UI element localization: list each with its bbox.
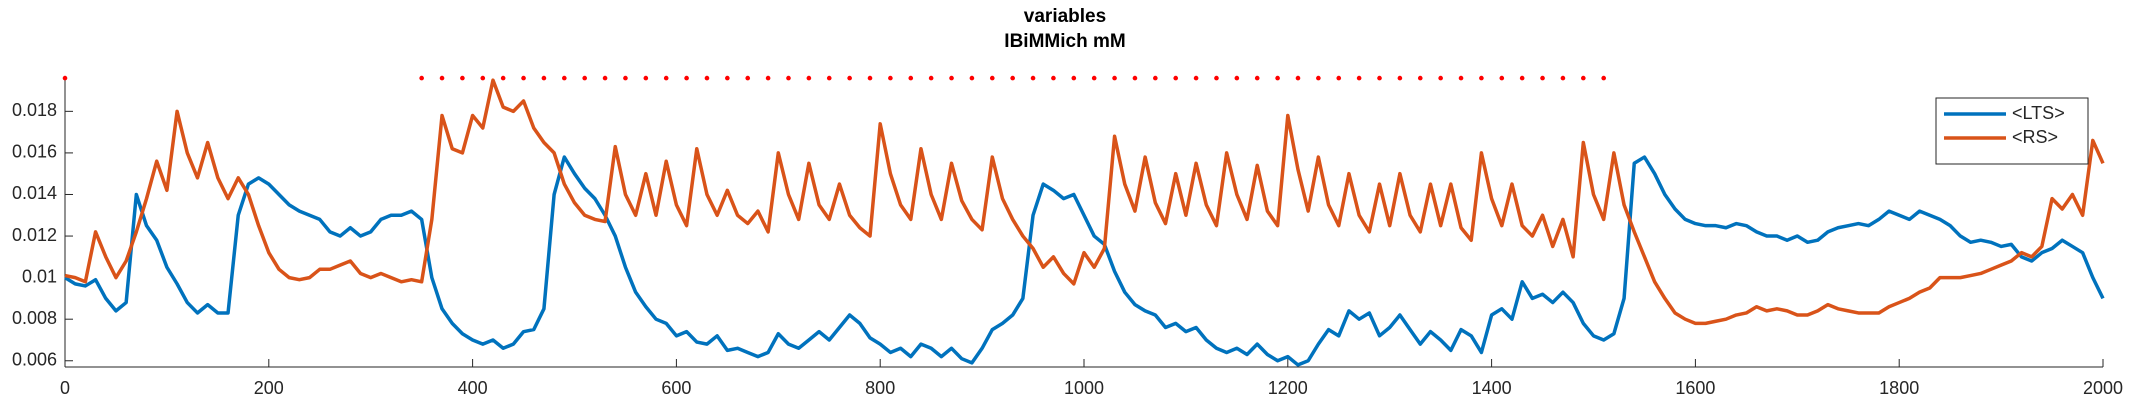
marker-dot: [1173, 75, 1179, 81]
y-tick-label: 0.016: [12, 142, 57, 162]
marker-dot: [1071, 75, 1077, 81]
marker-dot: [745, 75, 751, 81]
x-tick-label: 200: [254, 378, 284, 398]
x-tick-label: 1600: [1675, 378, 1715, 398]
y-tick-label: 0.01: [22, 266, 57, 286]
marker-dot: [1010, 75, 1015, 81]
marker-dot: [847, 75, 852, 81]
marker-dot: [949, 75, 954, 81]
marker-dot: [1275, 75, 1280, 81]
x-tick-label: 600: [661, 378, 691, 398]
marker-dot: [1112, 75, 1117, 81]
x-tick-label: 1200: [1268, 378, 1308, 398]
marker-dot: [1540, 75, 1545, 81]
marker-dot: [562, 75, 567, 81]
marker-dot: [725, 75, 730, 81]
marker-dot: [500, 75, 506, 81]
legend-label: <LTS>: [2012, 103, 2065, 123]
marker-dot: [541, 75, 547, 81]
marker-dot: [1519, 75, 1525, 81]
marker-dot: [1193, 75, 1199, 81]
marker-dot: [1377, 75, 1382, 81]
marker-dot: [684, 75, 689, 81]
marker-dot: [1499, 75, 1505, 81]
line-series: [64, 155, 2105, 367]
x-tick-label: 800: [865, 378, 895, 398]
y-tick-label: 0.008: [12, 308, 57, 328]
marker-dot: [1132, 75, 1138, 81]
marker-dot: [439, 75, 445, 81]
marker-dot: [867, 75, 873, 81]
marker-dot: [704, 75, 710, 81]
marker-dot: [62, 75, 68, 81]
marker-dot: [806, 75, 812, 81]
chart-title: variables: [1024, 6, 1106, 27]
legend-box: [1935, 97, 2089, 165]
marker-dot: [419, 75, 424, 81]
marker-dot: [623, 75, 628, 81]
y-tick-label: 0.014: [12, 183, 57, 203]
marker-dot: [826, 75, 832, 81]
x-tick-label: 1800: [1879, 378, 1919, 398]
marker-dot: [989, 75, 995, 81]
marker-dot: [582, 75, 587, 81]
y-tick-label: 0.006: [12, 350, 57, 370]
marker-dot: [460, 75, 465, 81]
chart-subtitle: IBiMMich mM: [1004, 31, 1125, 52]
x-tick-label: 0: [60, 378, 70, 398]
marker-dot: [1234, 75, 1240, 81]
marker-dot: [1601, 75, 1606, 81]
line-series: [64, 78, 2105, 326]
marker-dot: [1560, 75, 1566, 81]
marker-dot: [1214, 75, 1219, 81]
marker-dot: [765, 75, 771, 81]
marker-dot: [1397, 75, 1403, 81]
marker-dot: [1336, 75, 1342, 81]
marker-dot: [1438, 75, 1443, 81]
legend-label: <RS>: [2012, 127, 2058, 147]
marker-dot: [1091, 75, 1097, 81]
marker-dot: [1316, 75, 1321, 81]
marker-dot: [1417, 75, 1423, 81]
marker-dot: [1479, 75, 1484, 81]
marker-dot: [1458, 75, 1464, 81]
x-tick-label: 400: [458, 378, 488, 398]
marker-dot: [602, 75, 608, 81]
x-tick-label: 1000: [1064, 378, 1104, 398]
y-tick-label: 0.018: [12, 100, 57, 120]
marker-dot: [888, 75, 893, 81]
marker-dot: [1030, 75, 1036, 81]
marker-dot: [969, 75, 975, 81]
marker-dot: [1153, 75, 1158, 81]
marker-dot: [663, 75, 669, 81]
marker-dot: [1051, 75, 1056, 81]
y-tick-label: 0.012: [12, 225, 57, 245]
marker-dot: [480, 75, 486, 81]
marker-dot: [1295, 75, 1301, 81]
marker-dot: [928, 75, 934, 81]
marker-dot: [1254, 75, 1260, 81]
marker-dot: [1356, 75, 1362, 81]
x-tick-label: 1400: [1472, 378, 1512, 398]
marker-dot: [786, 75, 791, 81]
marker-dot: [1581, 75, 1586, 81]
x-tick-label: 2000: [2083, 378, 2123, 398]
marker-dot: [521, 75, 526, 81]
marker-dot: [643, 75, 649, 81]
marker-dot: [908, 75, 914, 81]
